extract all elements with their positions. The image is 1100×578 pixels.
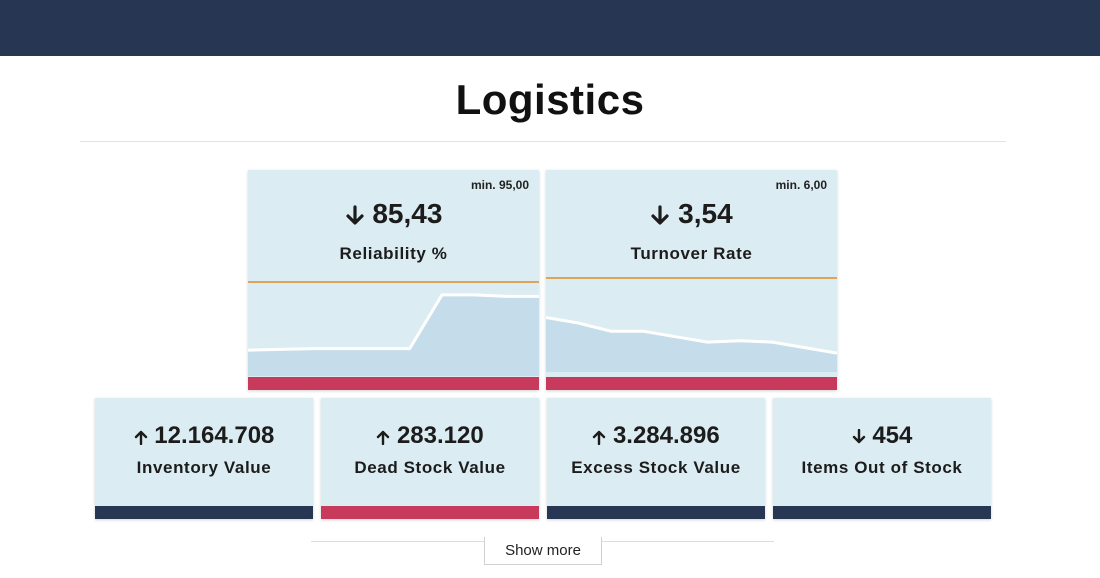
kpi-value: 12.164.708 — [154, 422, 275, 449]
kpi-label: Items Out of Stock — [801, 458, 963, 477]
kpi-label: Dead Stock Value — [354, 458, 506, 477]
kpi-value: 3.284.896 — [612, 422, 720, 449]
kpi-label: Turnover Rate — [630, 244, 753, 263]
page-title: Logistics — [455, 76, 645, 123]
kpi-card-turnover-rate[interactable]: min. 6,00 3,54 Turnover Rate — [546, 170, 837, 390]
sparkline-area — [546, 317, 837, 372]
top-navbar — [0, 0, 1100, 56]
kpi-value: 454 — [872, 422, 913, 449]
kpi-threshold-label: min. 6,00 — [775, 178, 827, 192]
status-bar-alert — [321, 506, 539, 519]
status-bar-alert — [546, 377, 837, 390]
kpi-card-items-out-of-stock[interactable]: 454 Items Out of Stock — [773, 398, 991, 519]
sparkline-line — [546, 316, 837, 355]
title-divider — [80, 141, 1006, 142]
status-bar-alert — [248, 377, 539, 390]
arrow-up-icon — [134, 430, 147, 445]
status-bar-normal — [773, 506, 991, 519]
kpi-label: Inventory Value — [136, 458, 272, 477]
kpi-card-inventory-value[interactable]: 12.164.708 Inventory Value — [95, 398, 313, 519]
kpi-value: 283.120 — [396, 422, 484, 449]
arrow-down-icon — [345, 205, 364, 225]
kpi-threshold-label: min. 95,00 — [470, 178, 529, 192]
kpi-value-row: 85,43 — [248, 196, 539, 232]
sparkline-chart — [248, 281, 539, 376]
sparkline-line — [248, 293, 539, 352]
kpi-value: 3,54 — [678, 198, 733, 229]
show-more-button[interactable]: Show more — [484, 537, 602, 565]
kpi-value-row: 454 — [773, 420, 991, 452]
sparkline-chart — [546, 277, 837, 372]
kpi-label: Reliability % — [339, 244, 448, 263]
arrow-up-icon — [377, 430, 390, 445]
kpi-value-row: 12.164.708 — [95, 420, 313, 452]
kpi-value: 85,43 — [372, 198, 443, 229]
arrow-down-icon — [852, 428, 865, 443]
status-bar-normal — [95, 506, 313, 519]
kpi-card-excess-stock-value[interactable]: 3.284.896 Excess Stock Value — [547, 398, 765, 519]
status-bar-normal — [547, 506, 765, 519]
sparkline-area — [248, 294, 539, 376]
arrow-up-icon — [593, 430, 606, 445]
kpi-value-row: 3,54 — [546, 196, 837, 232]
kpi-value-row: 283.120 — [321, 420, 539, 452]
arrow-down-icon — [651, 205, 669, 225]
kpi-card-dead-stock-value[interactable]: 283.120 Dead Stock Value — [321, 398, 539, 519]
kpi-label: Excess Stock Value — [571, 458, 741, 477]
kpi-value-row: 3.284.896 — [547, 420, 765, 452]
kpi-card-reliability[interactable]: min. 95,00 85,43 Reliability % — [248, 170, 539, 390]
